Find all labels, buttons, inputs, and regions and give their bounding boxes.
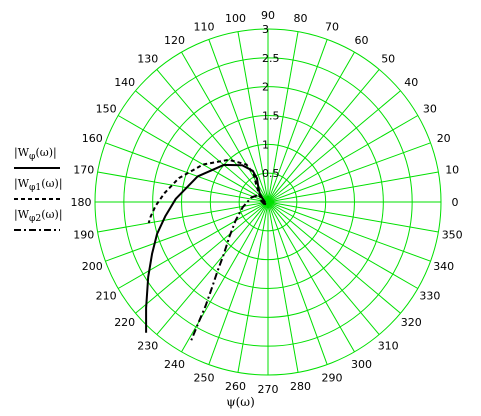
angle-tick-label-90: 90 [261, 9, 275, 22]
grid-spoke-70 [267, 39, 328, 203]
grid-spoke-350 [267, 201, 439, 233]
grid-spoke-200 [105, 201, 269, 262]
angular-grid-spokes [95, 29, 441, 375]
legend-label-series-1: |Wφ(ω)| [14, 146, 57, 163]
angle-tick-label-180: 180 [71, 196, 92, 209]
angle-tick-label-100: 100 [225, 12, 246, 25]
grid-spoke-330 [267, 201, 419, 289]
series-layer [145, 158, 267, 342]
angle-tick-label-320: 320 [401, 316, 422, 329]
legend-swatch-dashdot [14, 229, 60, 231]
angle-tick-label-120: 120 [164, 34, 185, 47]
angle-tick-label-190: 190 [73, 229, 94, 242]
angle-tick-label-300: 300 [351, 358, 372, 371]
legend-label-series-2: |Wφ1(ω)| [14, 177, 63, 194]
radial-tick-label-1-5: 1.5 [262, 110, 280, 123]
angle-tick-label-50: 50 [381, 53, 395, 66]
angle-tick-label-60: 60 [355, 34, 369, 47]
angle-tick-label-140: 140 [114, 76, 135, 89]
grid-spoke-250 [208, 201, 269, 365]
angle-tick-label-280: 280 [290, 380, 311, 393]
series-line-2 [147, 158, 267, 224]
grid-spoke-140 [135, 90, 269, 203]
radial-tick-label-3: 3 [262, 23, 269, 36]
grid-spoke-130 [156, 69, 269, 203]
radial-tick-label-0-5: 0.5 [262, 167, 280, 180]
angle-tick-label-10: 10 [445, 164, 459, 177]
angle-tick-label-290: 290 [322, 372, 343, 385]
angle-tick-label-20: 20 [437, 132, 451, 145]
angle-tick-label-350: 350 [442, 229, 463, 242]
grid-spoke-280 [267, 201, 299, 373]
angle-tick-label-170: 170 [73, 164, 94, 177]
grid-spoke-150 [117, 115, 269, 203]
angle-tick-label-270: 270 [258, 383, 279, 396]
angle-tick-label-230: 230 [137, 339, 158, 352]
grid-spoke-170 [97, 171, 269, 203]
grid-spoke-60 [267, 51, 355, 203]
grid-spoke-260 [237, 201, 269, 373]
angle-tick-label-200: 200 [82, 260, 103, 273]
x-axis-label: ψ(ω) [226, 395, 255, 409]
angle-tick-label-130: 130 [137, 53, 158, 66]
angle-tick-label-110: 110 [194, 20, 215, 33]
angle-tick-label-70: 70 [325, 20, 339, 33]
legend-label-series-3: |Wφ2(ω)| [14, 208, 63, 225]
legend-swatch-dashed [14, 198, 60, 200]
grid-spoke-80 [267, 31, 299, 203]
grid-spoke-20 [267, 142, 431, 203]
angle-tick-label-160: 160 [82, 132, 103, 145]
grid-spoke-290 [267, 201, 328, 365]
angle-tick-label-330: 330 [419, 290, 440, 303]
grid-spoke-310 [267, 201, 380, 335]
radial-tick-labels: 0.5 1 1.5 2 2.5 3 [262, 23, 280, 180]
radial-tick-label-1: 1 [262, 138, 269, 151]
angle-tick-label-40: 40 [404, 76, 418, 89]
grid-spoke-220 [135, 201, 269, 314]
series-line-1 [145, 163, 266, 333]
angle-tick-label-260: 260 [225, 380, 246, 393]
grid-spoke-190 [97, 201, 269, 233]
grid-spoke-230 [156, 201, 269, 335]
angle-tick-label-80: 80 [294, 12, 308, 25]
grid-spoke-160 [105, 142, 269, 203]
angle-tick-label-240: 240 [164, 358, 185, 371]
grid-spoke-340 [267, 201, 431, 262]
grid-spoke-50 [267, 69, 380, 203]
grid-spoke-10 [267, 171, 439, 203]
radial-tick-label-2-5: 2.5 [262, 52, 280, 65]
grid-spoke-100 [237, 31, 269, 203]
angle-tick-label-30: 30 [423, 103, 437, 116]
legend-swatch-solid [14, 167, 60, 169]
series-line-3 [190, 193, 267, 342]
grid-spoke-210 [117, 201, 269, 289]
grid-spoke-40 [267, 90, 401, 203]
grid-spoke-300 [267, 201, 355, 353]
grid-spoke-30 [267, 115, 419, 203]
angle-tick-label-340: 340 [433, 260, 454, 273]
angle-tick-label-310: 310 [378, 339, 399, 352]
angle-tick-label-220: 220 [114, 316, 135, 329]
grid-spoke-320 [267, 201, 401, 314]
angle-tick-label-210: 210 [96, 290, 117, 303]
grid-spoke-240 [181, 201, 269, 353]
angle-tick-label-150: 150 [96, 103, 117, 116]
grid-spoke-110 [208, 39, 269, 203]
angle-tick-label-250: 250 [194, 372, 215, 385]
angle-tick-label-0: 0 [452, 196, 459, 209]
radial-tick-label-2: 2 [262, 81, 269, 94]
